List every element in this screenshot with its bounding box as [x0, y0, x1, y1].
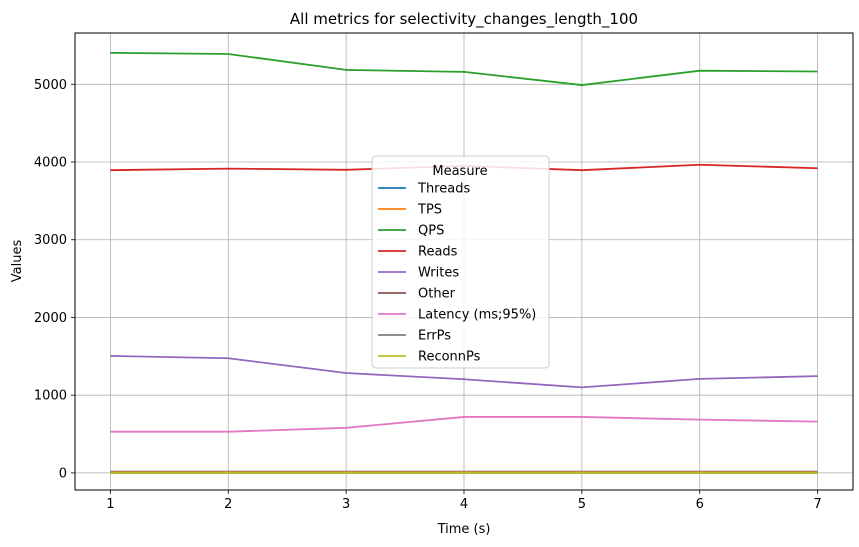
series-line-writes	[110, 355, 818, 389]
series-lines	[110, 51, 818, 474]
y-tick-label: 2000	[34, 311, 67, 326]
x-tick-label: 4	[460, 497, 468, 512]
legend-box	[371, 155, 550, 369]
legend-label-latency-ms-95: Latency (ms;95%)	[418, 308, 536, 323]
y-tick-label: 3000	[34, 233, 67, 248]
series-line-qps	[110, 51, 818, 86]
legend-label-writes: Writes	[418, 266, 459, 281]
legend-label-tps: TPS	[417, 203, 442, 218]
legend-title: Measure	[432, 164, 487, 179]
x-tick-label: 6	[696, 497, 704, 512]
y-axis-ticks: 0 1000 2000 3000 4000 5000	[34, 78, 75, 481]
legend: Measure Threads TPS QPS Reads Writes Other Lat…	[371, 155, 550, 369]
legend-label-threads: Threads	[417, 182, 470, 197]
series-line-latency-ms-95	[110, 416, 818, 433]
legend-label-qps: QPS	[418, 224, 444, 239]
y-tick-label: 4000	[34, 156, 67, 171]
legend-label-errps: ErrPs	[418, 329, 451, 344]
x-tick-label: 5	[578, 497, 586, 512]
legend-label-reads: Reads	[418, 245, 458, 260]
y-tick-label: 1000	[34, 389, 67, 404]
legend-label-other: Other	[418, 287, 456, 302]
y-axis-label: Values	[10, 240, 25, 283]
legend-label-reconnps: ReconnPs	[418, 350, 481, 365]
x-tick-label: 1	[106, 497, 114, 512]
y-tick-label: 5000	[34, 78, 67, 93]
x-tick-label: 2	[224, 497, 232, 512]
x-axis-label: Time (s)	[437, 522, 491, 537]
x-axis-ticks: 1 2 3 4 5 6 7	[106, 490, 822, 512]
x-tick-label: 7	[813, 497, 821, 512]
chart-title: All metrics for selectivity_changes_leng…	[290, 10, 638, 29]
y-tick-label: 0	[59, 466, 67, 481]
x-tick-label: 3	[342, 497, 350, 512]
legend-items: Threads TPS QPS Reads Writes Other Latency (ms…	[378, 182, 536, 365]
